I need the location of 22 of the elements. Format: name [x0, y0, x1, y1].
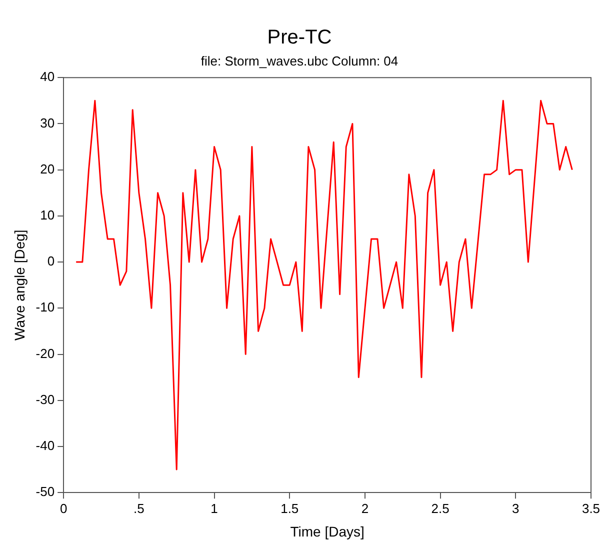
- x-tick-label: 2: [361, 500, 369, 516]
- y-tick-label: -50: [36, 484, 55, 500]
- x-tick-label: .5: [134, 500, 144, 516]
- y-tick-label: 20: [40, 161, 55, 176]
- chart-title: Pre-TC: [267, 26, 332, 49]
- x-tick-label: 1: [210, 500, 218, 516]
- y-tick-label: -40: [36, 438, 55, 454]
- chart-subtitle: file: Storm_waves.ubc Column: 04: [200, 53, 398, 68]
- x-tick-label: 1.5: [280, 500, 299, 516]
- y-tick-label: -10: [36, 300, 55, 315]
- y-tick-label: -20: [36, 346, 55, 361]
- y-tick-label: 30: [40, 115, 55, 130]
- y-tick-label: 0: [47, 254, 55, 269]
- x-tick-label: 3: [512, 500, 520, 516]
- x-tick-label: 0: [60, 500, 68, 516]
- y-tick-label: -30: [36, 392, 55, 407]
- x-tick-label: 2.5: [431, 500, 450, 516]
- x-tick-label: 3.5: [582, 500, 600, 516]
- y-tick-label: 40: [40, 69, 55, 84]
- x-axis-title: Time [Days]: [290, 523, 364, 540]
- y-axis-title: Wave angle [Deg]: [11, 230, 28, 340]
- y-tick-label: 10: [40, 208, 55, 223]
